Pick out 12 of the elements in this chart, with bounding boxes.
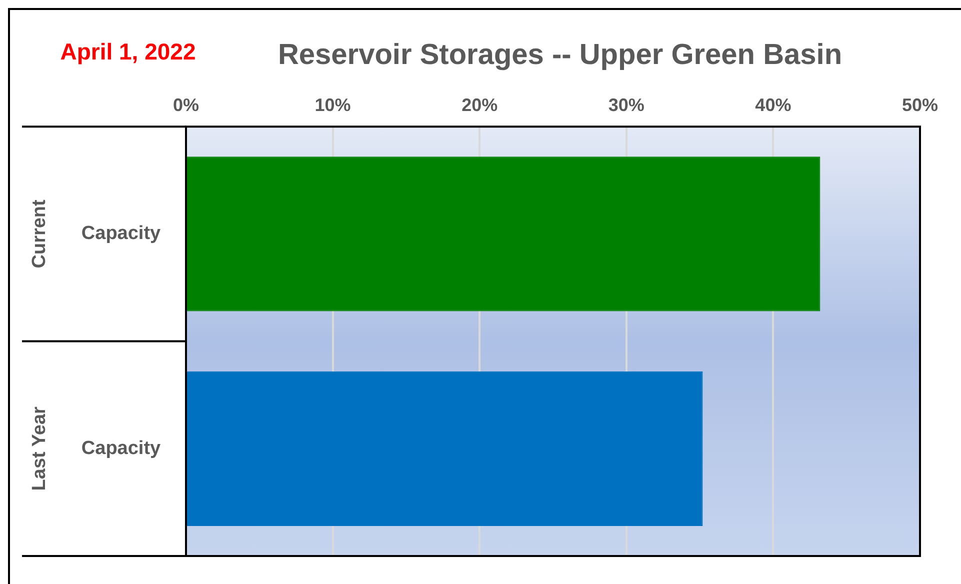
text: April 1, 2022	[60, 38, 196, 64]
x-tick-label: 20%	[462, 94, 498, 115]
text: Last Year	[29, 406, 50, 491]
x-tick-label: 10%	[314, 94, 351, 115]
x-tick-label: 0%	[172, 94, 200, 115]
y-tick-label: Capacity	[81, 438, 162, 459]
x-tick-label: 50%	[902, 94, 938, 115]
text: Current	[29, 198, 50, 268]
chart-title: Reservoir Storages -- Upper Green Basin	[278, 39, 842, 71]
x-tick-label: 40%	[755, 94, 792, 115]
x-tick-label: 30%	[608, 94, 644, 115]
y-tick-label: Capacity	[81, 223, 162, 244]
